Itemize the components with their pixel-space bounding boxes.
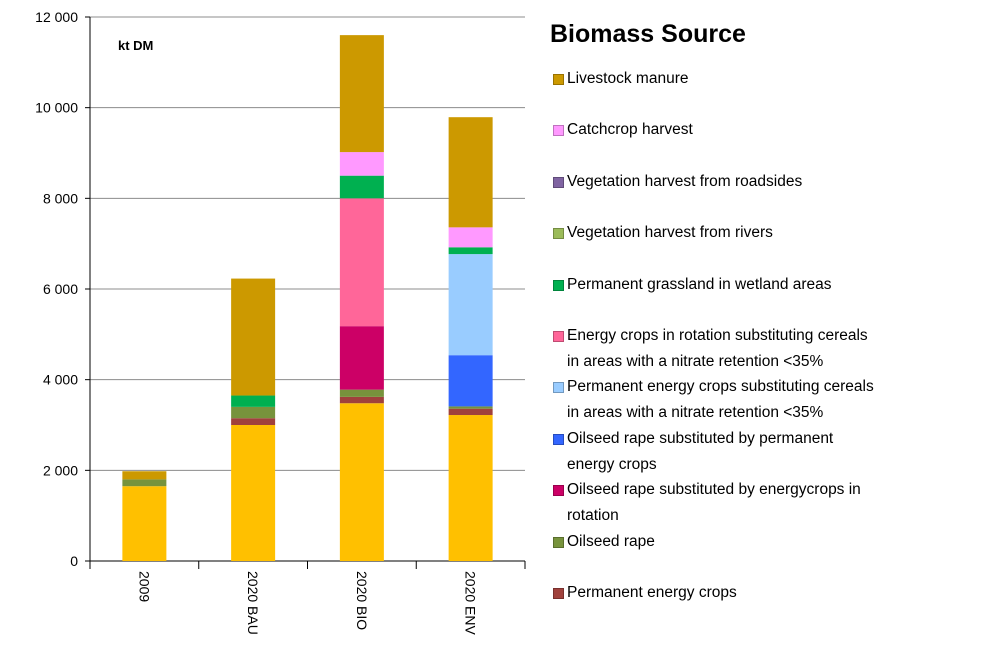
legend-entry: Vegetation harvest from roadsides xyxy=(553,169,883,195)
legend-label: Catchcrop harvest xyxy=(567,121,693,139)
bar-segment xyxy=(339,35,384,153)
legend-entry: Catchcrop harvest xyxy=(553,117,883,143)
bar-segment xyxy=(339,175,384,199)
bar-segment xyxy=(231,395,276,407)
legend-swatch xyxy=(553,176,564,188)
bar-segment xyxy=(448,415,493,561)
legend-entry: Livestock manure xyxy=(553,66,883,92)
bar-segment xyxy=(122,486,167,561)
legend-swatch xyxy=(553,125,564,137)
bar-segment xyxy=(448,254,493,356)
legend-entry: Energy crops in rotation substituting ce… xyxy=(553,323,883,375)
legend-swatch xyxy=(553,588,564,599)
x-tick-label: 2020 BAU xyxy=(245,571,261,635)
y-tick-label: 12 000 xyxy=(35,9,78,25)
legend-entry: Permanent grassland in wetland areas xyxy=(553,272,883,298)
y-tick-label: 6 000 xyxy=(43,281,78,297)
bar-segment xyxy=(231,278,276,396)
legend-entry: Oilseed rape substituted by permanent en… xyxy=(553,426,883,478)
legend-label: Oilseed rape xyxy=(567,532,655,550)
bar-segment xyxy=(448,408,493,416)
legend-swatch xyxy=(553,485,564,497)
bar-segment xyxy=(448,117,493,228)
y-tick-label: 0 xyxy=(70,553,78,569)
legend-label: Permanent energy crops xyxy=(567,584,737,601)
bar-segment xyxy=(231,406,276,419)
x-tick-label: 2020 BIO xyxy=(354,571,370,630)
annotation: kt DM xyxy=(118,38,153,53)
legend-entry: Oilseed rape substituted by energycrops … xyxy=(553,477,883,529)
legend-entry: Vegetation harvest from rivers xyxy=(553,220,883,246)
legend-label: Livestock manure xyxy=(567,70,689,87)
bar-segment xyxy=(448,227,493,248)
legend-label: Oilseed rape substituted by energycrops … xyxy=(567,481,861,525)
legend-label: Vegetation harvest from roadsides xyxy=(567,172,803,190)
legend-swatch xyxy=(553,74,564,85)
bar-segment xyxy=(339,396,384,404)
bar-segment xyxy=(448,406,493,409)
legend-label: Vegetation harvest from rivers xyxy=(567,224,773,242)
legend-swatch xyxy=(553,279,564,291)
legend-entry: Permanent energy crops xyxy=(553,580,883,606)
legend-swatch xyxy=(553,382,564,394)
bar-segment xyxy=(231,418,276,425)
legend-label: Energy crops in rotation substituting ce… xyxy=(567,327,868,370)
bar-segment xyxy=(231,425,276,561)
bar-segment xyxy=(339,198,384,327)
x-tick-label: 2009 xyxy=(136,571,152,602)
legend-swatch xyxy=(553,228,564,240)
bar-segment xyxy=(339,403,384,561)
legend-label: Oilseed rape substituted by permanent en… xyxy=(567,429,834,473)
legend-label: Permanent energy crops substituting cere… xyxy=(567,378,874,422)
legend-swatch xyxy=(553,433,564,445)
bar-segment xyxy=(339,326,384,390)
bar-segment xyxy=(122,471,167,480)
x-tick-label: 2020 ENV xyxy=(463,571,479,635)
bar-segment xyxy=(448,355,493,407)
y-tick-label: 4 000 xyxy=(43,372,78,388)
chart-title: Biomass Source xyxy=(550,20,746,48)
bar-segment xyxy=(339,152,384,176)
legend-entry: Oilseed rape xyxy=(553,529,883,555)
legend-swatch xyxy=(553,536,564,548)
bar-segment xyxy=(448,247,493,255)
legend-swatch xyxy=(553,331,564,342)
bar-segment xyxy=(339,389,384,397)
y-tick-label: 2 000 xyxy=(43,462,78,478)
legend-entry: Permanent energy crops substituting cere… xyxy=(553,374,883,426)
y-tick-label: 10 000 xyxy=(35,100,78,116)
y-tick-label: 8 000 xyxy=(43,190,78,206)
bar-segment xyxy=(122,479,167,487)
legend-label: Permanent grassland in wetland areas xyxy=(567,275,832,293)
